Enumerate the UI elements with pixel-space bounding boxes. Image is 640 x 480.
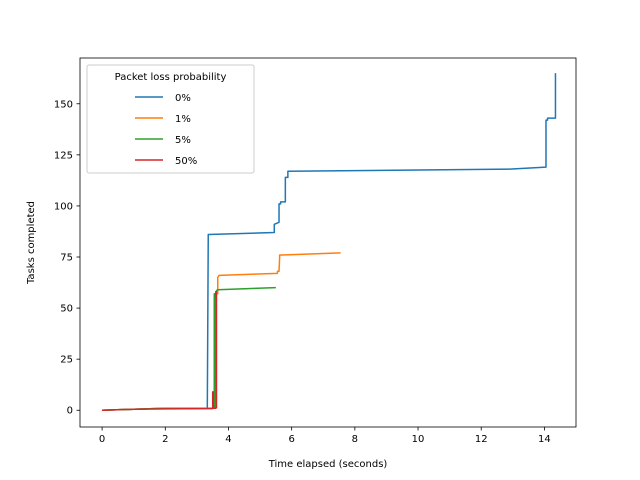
x-tick-label: 4 <box>225 434 231 445</box>
x-tick-label: 0 <box>99 434 105 445</box>
x-axis-ticks: 0 2 4 6 8 10 12 14 <box>99 427 551 445</box>
plot-frame <box>79 57 577 428</box>
x-tick-label: 12 <box>475 434 488 445</box>
series-line-1 <box>102 252 341 411</box>
y-tick-label: 0 <box>67 406 73 417</box>
series-line-2 <box>102 286 276 411</box>
x-tick-label: 14 <box>538 434 551 445</box>
legend-title: Packet loss probability <box>115 72 227 83</box>
series-line-0 <box>102 73 557 411</box>
series-line-3 <box>102 290 218 411</box>
y-tick-label: 50 <box>60 304 73 315</box>
legend-label-3: 50% <box>175 156 197 167</box>
x-tick-label: 10 <box>412 434 425 445</box>
x-axis-label: Time elapsed (seconds) <box>268 459 388 470</box>
y-tick-label: 25 <box>60 355 73 366</box>
y-tick-label: 150 <box>54 99 73 110</box>
x-tick-label: 8 <box>352 434 358 445</box>
y-tick-label: 75 <box>60 253 73 264</box>
series-layer <box>102 73 557 411</box>
legend: Packet loss probability 0% 1% 5% 50% <box>86 64 255 174</box>
y-axis-label: Tasks completed <box>26 201 37 285</box>
legend-label-0: 0% <box>175 93 191 104</box>
x-tick-label: 2 <box>162 434 168 445</box>
legend-label-2: 5% <box>175 135 191 146</box>
x-tick-label: 6 <box>288 434 294 445</box>
y-tick-label: 100 <box>54 201 73 212</box>
y-axis-ticks: 0 25 50 75 100 125 150 <box>54 99 80 417</box>
legend-label-1: 1% <box>175 114 191 125</box>
y-tick-label: 125 <box>54 150 73 161</box>
legend-box <box>86 64 255 174</box>
